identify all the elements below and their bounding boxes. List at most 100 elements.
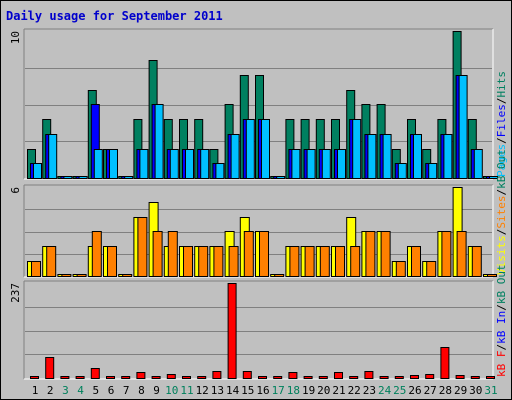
bar-sites — [380, 231, 391, 277]
bar-kb-f — [288, 372, 298, 379]
x-tick-label: 1 — [32, 384, 39, 397]
x-tick-label: 31 — [484, 384, 497, 397]
bar-sites — [365, 231, 376, 277]
bar-sites — [76, 274, 87, 277]
x-tick-label: 20 — [317, 384, 330, 397]
bar-pages — [473, 149, 483, 179]
bar-pages — [276, 176, 286, 179]
x-tick-label: 24 — [378, 384, 392, 397]
x-tick-label: 6 — [108, 384, 115, 397]
bar-kb-f — [197, 376, 207, 379]
bar-pages — [139, 149, 149, 179]
bar-sites — [137, 217, 148, 277]
bar-kb-f — [425, 374, 435, 379]
bar-pages — [261, 119, 270, 179]
bar-sites — [61, 274, 72, 277]
bar-kb-f — [364, 371, 374, 379]
x-tick-label: 25 — [393, 384, 406, 397]
bar-pages — [185, 149, 194, 179]
bar-kb-f — [410, 375, 419, 379]
bar-kb-f — [318, 376, 328, 379]
x-tick-label: 11 — [180, 384, 193, 397]
bar-pages — [124, 176, 134, 179]
x-tick-label: 13 — [211, 384, 224, 397]
x-tick-label: 8 — [138, 384, 145, 397]
bar-kb-f — [121, 376, 131, 379]
bar-pages — [413, 134, 422, 179]
bar-pages — [230, 134, 240, 179]
bar-sites — [487, 274, 497, 277]
bar-kb-f — [273, 376, 283, 379]
bar-kb-f — [151, 376, 161, 379]
bar-pages — [443, 134, 453, 179]
bar-pages — [48, 134, 58, 179]
bar-sites — [243, 231, 254, 277]
legend-entry: Pages — [495, 144, 508, 177]
bar-pages — [169, 149, 179, 179]
bar-kb-f — [486, 376, 495, 379]
bar-pages — [458, 75, 468, 179]
bar-sites — [411, 246, 421, 277]
bar-sites — [304, 246, 315, 277]
scale-label: 10 — [9, 31, 22, 44]
bar-pages — [397, 163, 407, 179]
panel-background — [24, 281, 493, 379]
legend-entry: kB In — [495, 311, 508, 344]
legend: Pages/Files/Hits — [495, 71, 508, 177]
x-tick-label: 30 — [469, 384, 482, 397]
bar-kb-f — [440, 347, 450, 379]
bar-kb-f — [106, 376, 115, 379]
bar-sites — [91, 231, 102, 277]
legend-entry: kB Out — [495, 149, 508, 189]
bar-kb-f — [303, 376, 313, 379]
bar-pages — [154, 104, 164, 179]
x-tick-label: 27 — [424, 384, 437, 397]
x-tick-label: 9 — [153, 384, 160, 397]
x-tick-label: 5 — [92, 384, 99, 397]
legend-entry: / — [495, 98, 508, 105]
bar-sites — [46, 246, 57, 277]
bar-sites — [122, 274, 133, 277]
x-tick-label: 14 — [226, 384, 240, 397]
bar-pages — [78, 176, 88, 179]
x-tick-label: 19 — [302, 384, 315, 397]
bar-pages — [109, 149, 118, 179]
x-tick-label: 12 — [196, 384, 209, 397]
bar-kb-f — [394, 376, 404, 379]
bar-pages — [63, 176, 73, 179]
x-tick-label: 26 — [408, 384, 421, 397]
x-tick-label: 10 — [165, 384, 178, 397]
bar-kb-f — [45, 357, 55, 379]
legend: kB F/kB In/kB Out — [495, 264, 508, 377]
scale-label: 237 — [9, 283, 22, 303]
legend: Visits/Sites/kB Out — [495, 149, 508, 275]
bar-pages — [428, 163, 438, 179]
panel-bot: 237 kB F/kB In/kB Out — [9, 264, 508, 380]
bar-kb-f — [455, 375, 465, 379]
x-tick-label: 3 — [62, 384, 69, 397]
bar-kb-f — [90, 368, 100, 379]
legend-entry: / — [495, 304, 508, 311]
x-tick-label: 2 — [47, 384, 54, 397]
bar-sites — [183, 246, 193, 277]
x-tick-label: 29 — [454, 384, 467, 397]
bar-kb-f — [470, 376, 480, 379]
bar-sites — [471, 246, 482, 277]
bar-kb-f — [30, 376, 39, 379]
bar-sites — [31, 261, 41, 277]
bar-kb-f — [75, 376, 85, 379]
bar-pages — [367, 134, 377, 179]
x-tick-label: 22 — [348, 384, 361, 397]
legend-entry: Visits — [495, 235, 508, 275]
bar-sites — [426, 261, 437, 277]
bar-sites — [228, 246, 239, 277]
bar-sites — [289, 246, 300, 277]
legend-entry: Files — [495, 104, 508, 137]
bar-sites — [259, 231, 269, 277]
legend-entry: / — [495, 229, 508, 236]
x-tick-label: 15 — [241, 384, 254, 397]
bar-pages — [337, 149, 346, 179]
bar-kb-f — [242, 371, 252, 379]
